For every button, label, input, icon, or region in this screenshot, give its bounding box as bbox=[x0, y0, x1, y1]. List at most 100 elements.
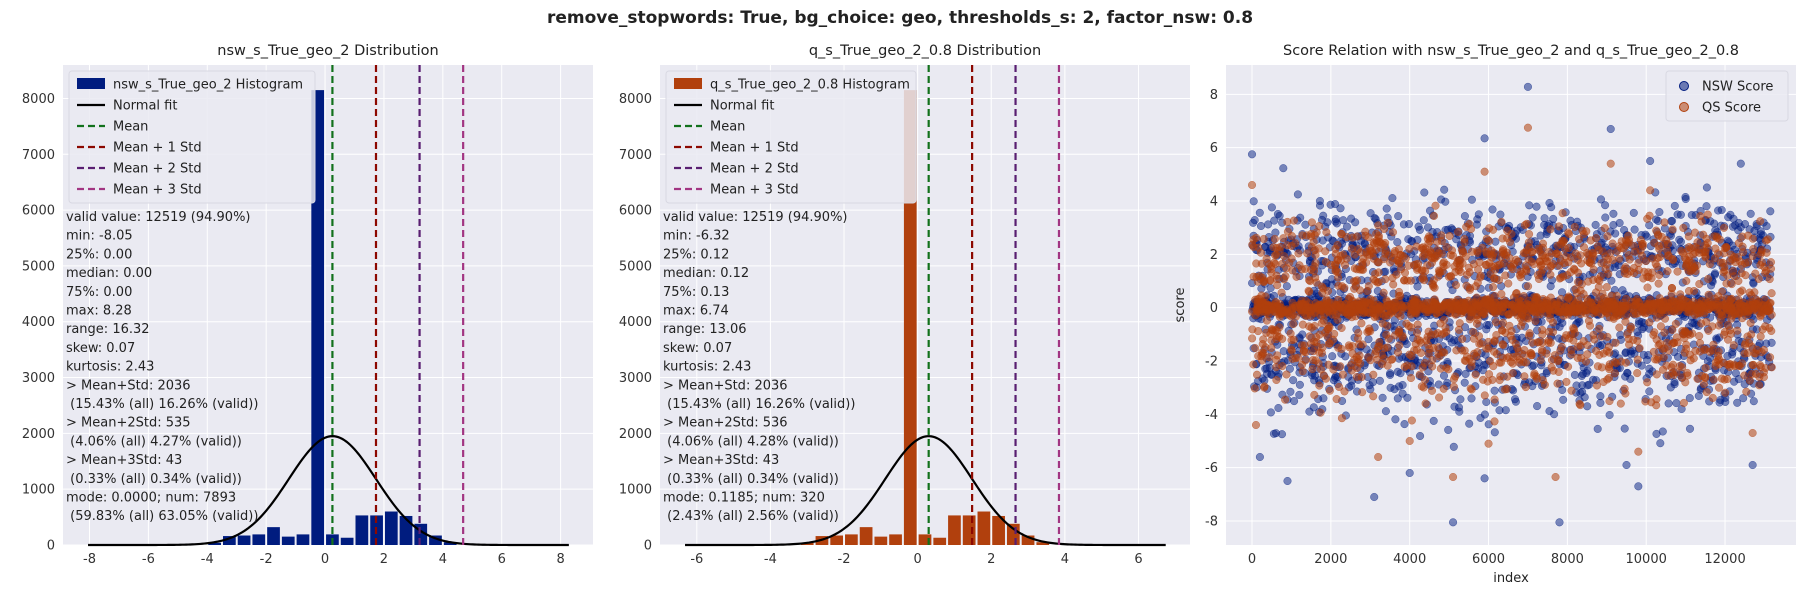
qs-score-point bbox=[1465, 219, 1474, 229]
nsw-score-point bbox=[1328, 352, 1337, 361]
nsw-score-point bbox=[1256, 221, 1266, 231]
qs-score-point bbox=[1681, 262, 1691, 271]
qs-score-point bbox=[1669, 297, 1679, 306]
qs-score-point bbox=[1358, 261, 1367, 270]
qs-score-point bbox=[1472, 301, 1481, 310]
qs-score-point bbox=[1521, 383, 1530, 392]
qs-score-point bbox=[1336, 362, 1345, 371]
qs-score-point bbox=[1616, 357, 1626, 366]
qs-score-point bbox=[1604, 269, 1613, 278]
qs-score-point bbox=[1482, 301, 1491, 310]
nsw-score-point bbox=[1578, 381, 1587, 390]
qs-score-point bbox=[1355, 302, 1364, 311]
histogram-bar bbox=[859, 527, 873, 545]
nsw-score-point bbox=[1283, 476, 1292, 486]
y-tick-label: 3000 bbox=[619, 371, 652, 386]
qs-score-point bbox=[1371, 269, 1380, 278]
nsw-score-point bbox=[1290, 397, 1299, 406]
qs-score-point bbox=[1625, 340, 1634, 349]
stats-line: > Mean+3Std: 43 bbox=[66, 453, 182, 468]
qs-score-point bbox=[1593, 362, 1602, 371]
qs-score-point bbox=[1457, 245, 1466, 254]
qs-score-point bbox=[1758, 325, 1767, 334]
nsw-score-point bbox=[1474, 210, 1483, 219]
histogram-bar bbox=[977, 511, 991, 545]
y-tick-label: 2000 bbox=[22, 427, 55, 442]
histogram-bar bbox=[992, 515, 1005, 545]
qs-score-point bbox=[1398, 333, 1407, 342]
nsw-score-point bbox=[1673, 352, 1683, 361]
qs-score-point bbox=[1679, 223, 1688, 232]
qs-score-point bbox=[1298, 320, 1307, 329]
qs-score-point bbox=[1755, 361, 1765, 370]
qs-score-point bbox=[1407, 308, 1416, 317]
qs-score-point bbox=[1436, 319, 1445, 328]
qs-score-point bbox=[1550, 351, 1559, 360]
nsw-score-point bbox=[1480, 134, 1489, 143]
nsw-score-point bbox=[1282, 282, 1291, 291]
nsw-score-point bbox=[1687, 210, 1696, 220]
nsw-score-point bbox=[1606, 124, 1615, 134]
qs-score-point bbox=[1466, 384, 1475, 393]
nsw-score-point bbox=[1452, 235, 1461, 244]
qs-score-point bbox=[1591, 234, 1601, 243]
histogram-bar bbox=[948, 515, 961, 545]
nsw-score-point bbox=[1255, 452, 1264, 462]
nsw-score-point bbox=[1270, 216, 1279, 225]
nsw-score-point bbox=[1559, 395, 1568, 404]
qs-score-point bbox=[1489, 225, 1498, 234]
y-tick-label: 5000 bbox=[619, 259, 652, 274]
qs-score-point bbox=[1334, 343, 1343, 352]
qs-score-point bbox=[1371, 349, 1380, 358]
qs-score-point bbox=[1454, 255, 1464, 264]
nsw-score-point bbox=[1596, 398, 1605, 407]
qs-score-point bbox=[1405, 436, 1414, 446]
stats-line: valid value: 12519 (94.90%) bbox=[663, 210, 848, 225]
nsw-score-point bbox=[1739, 394, 1748, 403]
qs-score-point bbox=[1553, 379, 1562, 388]
qs-score-point bbox=[1418, 266, 1427, 275]
histogram-bar bbox=[1006, 523, 1020, 545]
qs-score-point bbox=[1621, 389, 1630, 398]
qs-score-point bbox=[1415, 370, 1424, 379]
nsw-score-point bbox=[1605, 410, 1614, 420]
qs-score-point bbox=[1502, 300, 1511, 309]
qs-score-point bbox=[1564, 293, 1573, 302]
qs-score-point bbox=[1333, 240, 1342, 250]
qs-score-point bbox=[1719, 330, 1729, 339]
qs-score-point bbox=[1306, 277, 1315, 286]
qs-score-point bbox=[1501, 271, 1510, 280]
qs-score-point bbox=[1538, 251, 1547, 260]
qs-score-point bbox=[1603, 297, 1613, 306]
x-tick-label: 12000 bbox=[1704, 552, 1745, 567]
qs-score-point bbox=[1741, 271, 1750, 280]
qs-score-point bbox=[1678, 373, 1687, 382]
qs-score-point bbox=[1625, 255, 1634, 264]
nsw-score-point bbox=[1394, 212, 1403, 221]
qs-score-point bbox=[1439, 258, 1448, 267]
qs-score-point bbox=[1454, 227, 1463, 236]
nsw-score-point bbox=[1449, 518, 1458, 527]
qs-score-point bbox=[1583, 341, 1592, 350]
nsw-score-point bbox=[1249, 197, 1258, 206]
qs-score-point bbox=[1330, 329, 1339, 338]
qs-score-point bbox=[1392, 270, 1401, 279]
qs-score-point bbox=[1711, 300, 1720, 309]
qs-score-point bbox=[1444, 365, 1453, 374]
qs-score-point bbox=[1315, 348, 1324, 357]
histogram-bar bbox=[889, 534, 902, 545]
qs-score-point bbox=[1480, 167, 1489, 176]
x-tick-label: 6000 bbox=[1472, 552, 1505, 567]
qs-score-point bbox=[1710, 254, 1720, 263]
nsw-score-point bbox=[1546, 282, 1555, 291]
y-tick-label: 3000 bbox=[22, 371, 55, 386]
qs-score-point bbox=[1634, 447, 1643, 456]
stats-line: (2.43% (all) 2.56% (valid)) bbox=[663, 509, 839, 524]
qs-score-point bbox=[1539, 295, 1548, 304]
qs-score-point bbox=[1695, 331, 1704, 341]
qs-score-point bbox=[1383, 218, 1392, 227]
qs-score-point bbox=[1685, 350, 1695, 359]
qs-score-point bbox=[1272, 375, 1281, 385]
qs-score-point bbox=[1352, 353, 1361, 362]
qs-score-point bbox=[1365, 324, 1374, 333]
